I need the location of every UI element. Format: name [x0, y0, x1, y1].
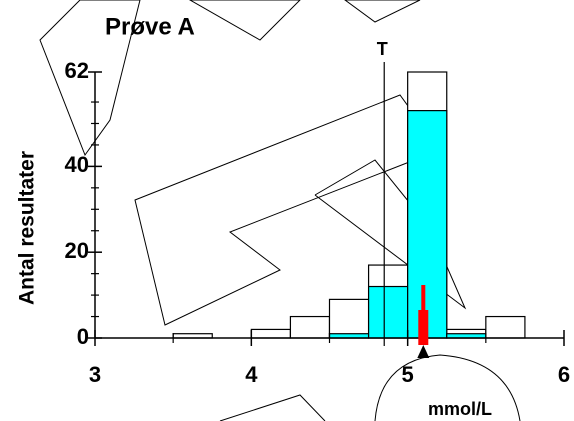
bar	[407, 110, 448, 339]
y-axis-label: Antal resultater	[16, 151, 39, 305]
background-shapes	[39, 0, 521, 421]
bar	[250, 328, 292, 339]
y-tick-label: 40	[65, 152, 89, 177]
target-label: T	[377, 39, 388, 59]
bar	[367, 285, 409, 339]
x-tick-label: 6	[558, 362, 570, 387]
marker-box	[418, 310, 429, 345]
x-axis-label: mmol/L	[428, 399, 492, 419]
x-tick-label: 3	[89, 362, 101, 387]
y-tick-label: 0	[77, 324, 89, 349]
x-tick-label: 5	[402, 362, 414, 387]
bar	[289, 315, 331, 339]
chart-title: Prøve A	[105, 13, 195, 40]
y-tick-label: 20	[65, 238, 89, 263]
marker-arrow	[417, 345, 430, 358]
bar	[328, 298, 370, 339]
x-tick-label: 4	[245, 362, 258, 387]
bar	[485, 315, 526, 339]
y-tick-label: 62	[65, 58, 89, 83]
